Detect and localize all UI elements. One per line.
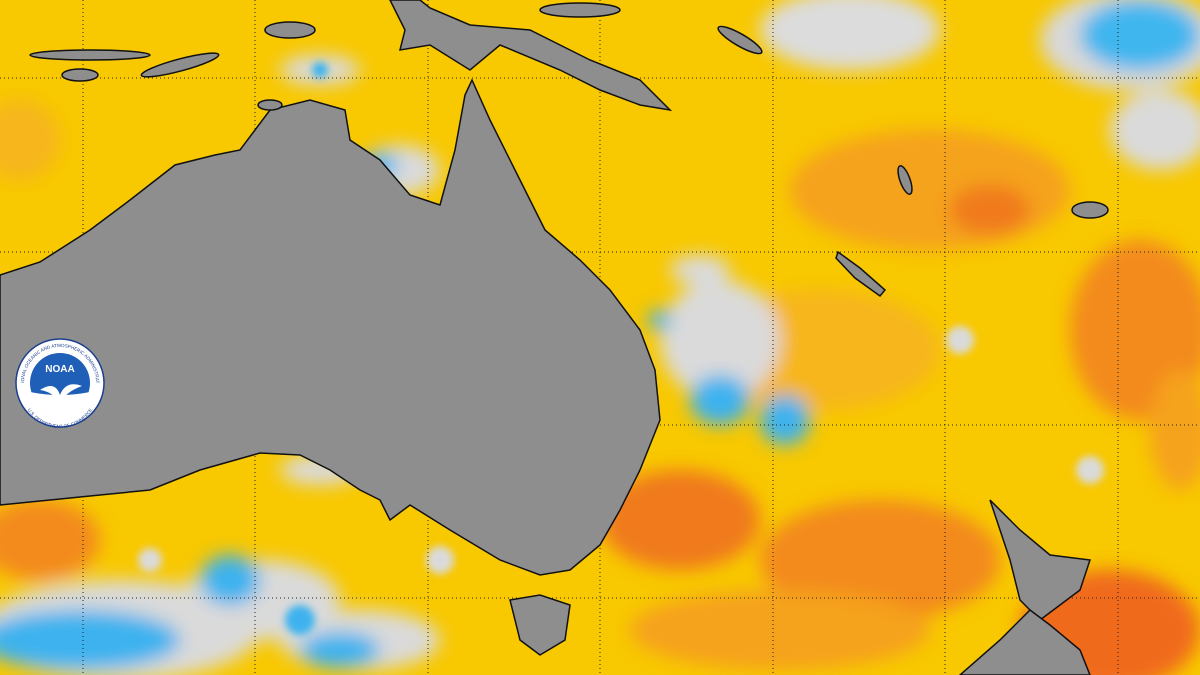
png (389, 0, 673, 112)
island (539, 2, 621, 18)
island (257, 99, 283, 111)
tasmania (509, 594, 571, 656)
island (717, 25, 763, 55)
island (61, 68, 99, 82)
australia (0, 78, 661, 576)
logo-bird (30, 392, 90, 422)
island (264, 21, 316, 39)
island (897, 165, 913, 195)
logo-text: NOAA (45, 364, 74, 375)
island (1071, 201, 1109, 219)
nz-north (989, 499, 1092, 621)
nz-south (958, 609, 1091, 675)
fine-patches (138, 62, 1104, 635)
island (140, 52, 220, 78)
island (29, 49, 151, 61)
logo-wing (40, 384, 82, 404)
new-caledonia (835, 250, 887, 298)
landmasses (0, 0, 1109, 675)
